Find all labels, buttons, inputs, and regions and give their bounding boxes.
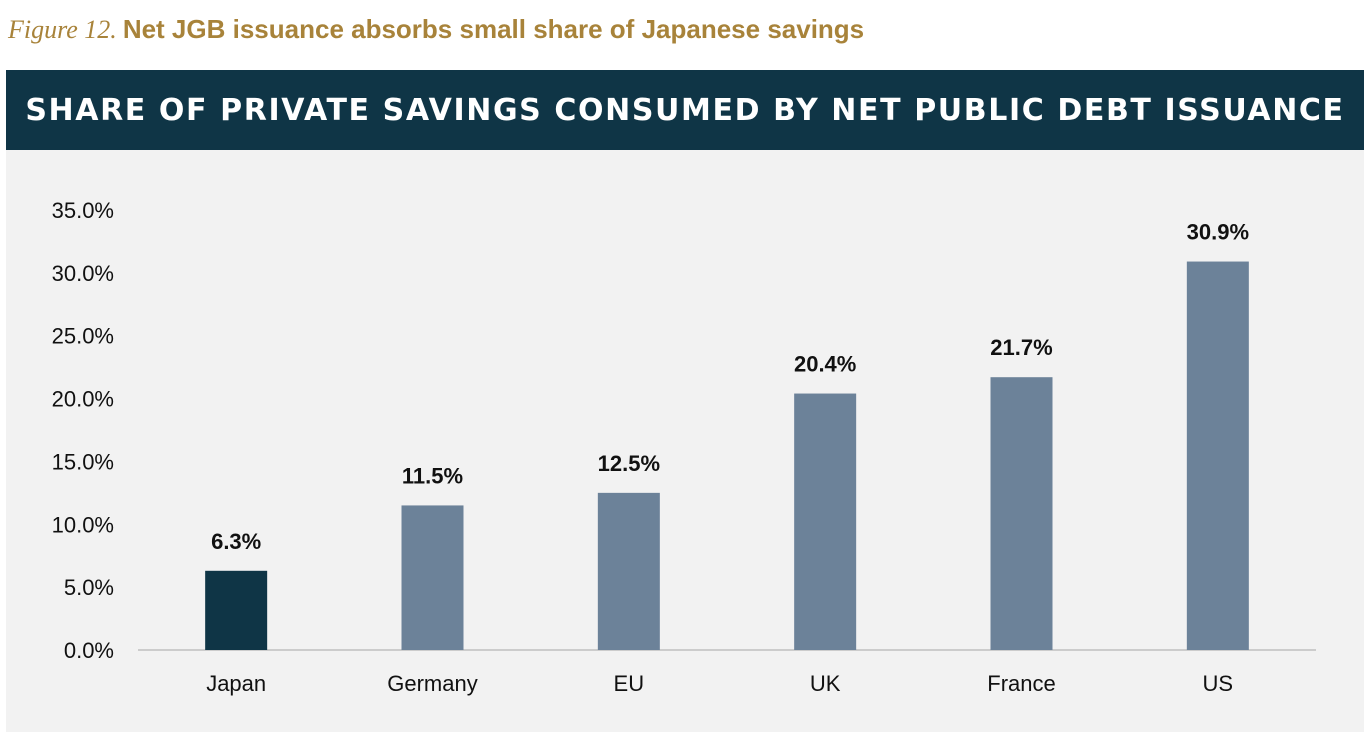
- y-tick-label: 15.0%: [52, 449, 114, 474]
- data-label-uk: 20.4%: [794, 352, 856, 377]
- y-axis-ticks: 0.0% 5.0% 10.0% 15.0% 20.0% 25.0% 30.0% 35.0%: [52, 198, 114, 663]
- bar-germany: [401, 505, 464, 650]
- y-tick-label: 30.0%: [52, 261, 114, 286]
- data-label-france: 21.7%: [990, 335, 1052, 360]
- y-tick-label: 10.0%: [52, 512, 114, 537]
- data-label-eu: 12.5%: [598, 451, 660, 476]
- y-tick-label: 35.0%: [52, 198, 114, 223]
- figure-number: Figure 12.: [8, 15, 117, 44]
- figure-caption: Figure 12. Net JGB issuance absorbs small…: [8, 14, 864, 45]
- figure-caption-text: Net JGB issuance absorbs small share of …: [122, 14, 865, 44]
- category-label-germany: Germany: [387, 671, 477, 696]
- chart-title: SHARE OF PRIVATE SAVINGS CONSUMED BY NET…: [25, 92, 1345, 128]
- bar-france: [990, 377, 1053, 650]
- chart-title-banner: SHARE OF PRIVATE SAVINGS CONSUMED BY NET…: [6, 70, 1364, 150]
- data-label-japan: 6.3%: [211, 529, 261, 554]
- data-label-germany: 11.5%: [402, 463, 463, 488]
- category-label-us: US: [1203, 671, 1234, 696]
- bar-eu: [597, 492, 660, 650]
- category-label-uk: UK: [810, 671, 841, 696]
- category-label-japan: Japan: [206, 671, 266, 696]
- y-tick-label: 0.0%: [64, 638, 114, 663]
- y-tick-label: 20.0%: [52, 387, 114, 412]
- category-label-france: France: [987, 671, 1055, 696]
- category-labels: Japan Germany EU UK France US: [206, 671, 1233, 696]
- data-label-us: 30.9%: [1187, 220, 1249, 245]
- bar-us: [1186, 261, 1249, 650]
- bar-uk: [794, 393, 857, 650]
- data-labels: 6.3% 11.5% 12.5% 20.4% 21.7% 30.9%: [211, 220, 1249, 554]
- category-label-eu: EU: [614, 671, 645, 696]
- bar-japan: [205, 570, 268, 650]
- y-tick-label: 5.0%: [64, 575, 114, 600]
- bars: [205, 261, 1249, 650]
- y-tick-label: 25.0%: [52, 324, 114, 349]
